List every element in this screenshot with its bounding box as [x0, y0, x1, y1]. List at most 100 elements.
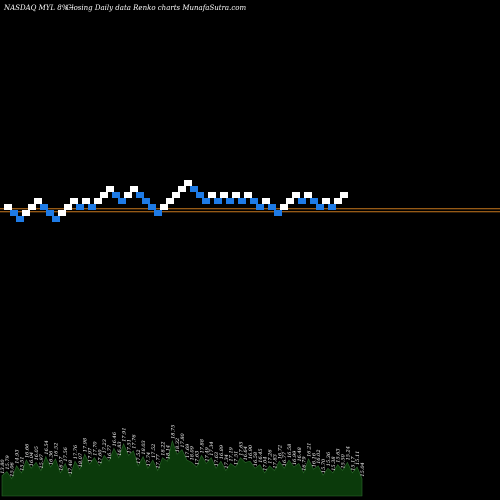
- volume-value-label: 18.09: [190, 445, 196, 460]
- renko-brick-up: [130, 186, 138, 192]
- renko-brick-up: [172, 192, 180, 198]
- volume-value-label: 17.48: [68, 460, 74, 474]
- volume-value-label: 16.77: [282, 451, 288, 466]
- volume-value-label: 17.26: [268, 449, 274, 464]
- volume-value-label: 16.05: [34, 446, 40, 460]
- renko-brick-up: [280, 204, 288, 210]
- renko-brick-up: [82, 198, 90, 204]
- volume-value-label: 16.64: [243, 446, 249, 460]
- volume-value-label: 15.06: [10, 461, 16, 476]
- renko-brick-down: [40, 204, 48, 210]
- volume-value-label: 13.80: [0, 459, 6, 474]
- volume-value-label: 16.16: [311, 452, 317, 467]
- volume-value-label: 17.60: [97, 449, 103, 464]
- volume-value-label: 17.83: [272, 454, 278, 468]
- renko-brick-up: [94, 198, 102, 204]
- volume-value-label: 16.83: [117, 441, 123, 455]
- renko-brick-down: [52, 216, 60, 222]
- volume-value-label: 16.54: [44, 440, 50, 454]
- renko-brick-down: [202, 198, 210, 204]
- renko-brick-up: [292, 192, 300, 198]
- volume-value-label: 15.51: [20, 456, 26, 470]
- renko-brick-down: [226, 198, 234, 204]
- renko-brick-down: [298, 198, 306, 204]
- volume-value-label: 16.79: [302, 456, 308, 471]
- volume-value-label: 15.50: [341, 453, 347, 468]
- renko-brick-down: [274, 210, 282, 216]
- renko-brick-down: [196, 192, 204, 198]
- renko-brick-down: [316, 204, 324, 210]
- volume-value-label: 15.24: [345, 446, 351, 460]
- volume-labels: 13.8015.7915.0614.9315.5116.6616.0416.05…: [0, 425, 366, 477]
- renko-brick-up: [178, 186, 186, 192]
- renko-brick-up: [322, 198, 330, 204]
- volume-value-label: 15.11: [355, 451, 361, 465]
- volume-value-label: 17.70: [92, 441, 98, 456]
- volume-value-label: 15.79: [5, 454, 11, 469]
- renko-brick-down: [250, 198, 258, 204]
- renko-brick-down: [310, 198, 318, 204]
- volume-value-label: 16.48: [297, 447, 303, 461]
- volume-value-label: 16.52: [54, 443, 60, 457]
- renko-brick-up: [244, 192, 252, 198]
- volume-value-label: 16.58: [253, 452, 259, 466]
- renko-brick-down: [238, 198, 246, 204]
- volume-value-label: 17.52: [136, 449, 142, 463]
- renko-brick-down: [10, 210, 18, 216]
- renko-brick-up: [4, 204, 12, 210]
- renko-brick-up: [166, 198, 174, 204]
- volume-value-label: 17.63: [214, 452, 220, 466]
- renko-brick-up: [340, 192, 348, 198]
- renko-brick-up: [208, 192, 216, 198]
- renko-brick-up: [70, 198, 78, 204]
- volume-value-label: 17.88: [200, 439, 206, 453]
- volume-value-label: 15.04: [360, 462, 366, 476]
- renko-brick-down: [16, 216, 24, 222]
- volume-value-label: 17.04: [263, 456, 269, 470]
- volume-value-label: 17.76: [131, 434, 137, 449]
- volume-value-label: 15.36: [326, 451, 332, 466]
- volume-value-label: 16.66: [24, 443, 30, 458]
- renko-brick-down: [190, 186, 198, 192]
- volume-value-label: 18.75: [170, 425, 176, 439]
- volume-value-label: 17.19: [229, 446, 235, 461]
- volume-value-label: 16.90: [248, 444, 254, 459]
- volume-value-label: 17.51: [234, 451, 240, 465]
- volume-area: [1, 439, 363, 497]
- volume-value-label: 17.34: [209, 441, 215, 455]
- volume-value-label: 15.17: [350, 456, 356, 471]
- volume-value-label: 16.21: [307, 443, 313, 457]
- volume-area-path: [1, 439, 363, 497]
- volume-value-label: 16.58: [287, 444, 293, 458]
- volume-value-label: 18.07: [78, 452, 84, 467]
- renko-brick-down: [112, 192, 120, 198]
- volume-value-label: 16.72: [277, 445, 283, 459]
- renko-brick-up: [232, 192, 240, 198]
- volume-value-label: 17.69: [185, 443, 191, 458]
- renko-brick-down: [46, 210, 54, 216]
- volume-value-label: 15.70: [321, 458, 327, 473]
- volume-value-label: 18.32: [175, 438, 181, 452]
- renko-brick-down: [76, 204, 84, 210]
- volume-value-label: 17.34: [224, 454, 230, 468]
- volume-value-label: 17.52: [151, 444, 157, 458]
- volume-value-label: 17.80: [180, 432, 186, 447]
- volume-value-label: 17.77: [156, 453, 162, 468]
- volume-value-label: 15.97: [39, 453, 45, 468]
- volume-value-label: 16.57: [58, 456, 64, 471]
- volume-value-label: 17.23: [102, 439, 108, 453]
- volume-value-label: 16.99: [292, 450, 298, 465]
- renko-brick-down: [88, 204, 96, 210]
- renko-brick-up: [160, 204, 168, 210]
- renko-brick-down: [214, 198, 222, 204]
- volume-value-label: 18.14: [165, 445, 171, 459]
- renko-bricks: [4, 180, 348, 222]
- volume-value-label: 17.65: [238, 441, 244, 455]
- renko-brick-up: [184, 180, 192, 186]
- volume-value-label: 17.76: [73, 444, 79, 459]
- volume-value-label: 16.77: [107, 444, 113, 459]
- volume-value-label: 16.46: [112, 431, 118, 446]
- volume-value-label: 16.04: [29, 452, 35, 466]
